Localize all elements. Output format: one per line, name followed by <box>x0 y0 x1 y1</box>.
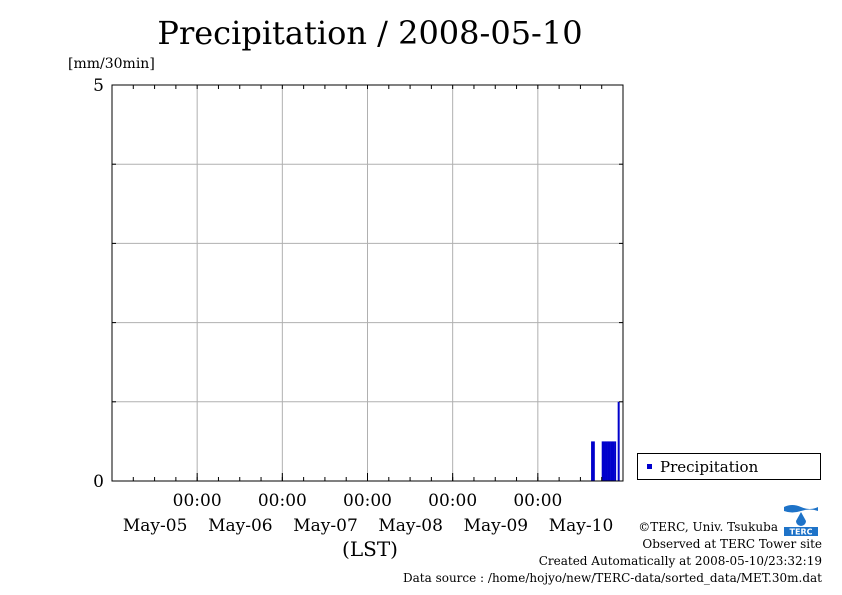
x-tick-time-label: 00:00 <box>513 491 562 511</box>
x-tick-date-label: May-08 <box>378 516 443 536</box>
precipitation-bar <box>617 401 620 481</box>
tick-labels: 0 5 00:00 May-05 00:00 May-06 00:00 May-07 00:00… <box>93 76 613 536</box>
x-tick-date-label: May-10 <box>549 516 614 536</box>
credit-site: Observed at TERC Tower site <box>642 537 822 551</box>
legend-swatch <box>647 464 652 469</box>
precipitation-bar <box>610 441 613 481</box>
credit-source: Data source : /home/hojyo/new/TERC-data/… <box>403 571 822 585</box>
precipitation-bar <box>591 441 594 481</box>
credits: ©TERC, Univ. Tsukuba Observed at TERC To… <box>403 519 822 587</box>
precipitation-bar <box>607 441 610 481</box>
legend-label: Precipitation <box>660 457 759 476</box>
x-tick-date-label: May-07 <box>293 516 358 536</box>
logo-text: TERC <box>790 528 813 537</box>
bars <box>591 401 620 481</box>
y-tick-label: 5 <box>93 76 104 96</box>
x-axis-label: (LST) <box>342 537 398 561</box>
precipitation-bar <box>605 441 608 481</box>
precipitation-bar <box>614 441 617 481</box>
x-tick-time-label: 00:00 <box>343 491 392 511</box>
y-tick-label: 0 <box>93 472 104 492</box>
x-tick-time-label: 00:00 <box>173 491 222 511</box>
precipitation-bar <box>603 441 606 481</box>
ticks <box>111 84 624 482</box>
x-tick-time-label: 00:00 <box>258 491 307 511</box>
x-tick-date-label: May-06 <box>208 516 273 536</box>
x-tick-date-label: May-05 <box>123 516 188 536</box>
x-tick-time-label: 00:00 <box>428 491 477 511</box>
grid-lines <box>112 85 623 481</box>
precipitation-bar <box>608 441 611 481</box>
precipitation-bar <box>592 441 595 481</box>
legend: Precipitation <box>637 453 821 480</box>
precipitation-bar <box>612 441 615 481</box>
credit-created: Created Automatically at 2008-05-10/23:3… <box>538 554 822 568</box>
chart-title: Precipitation / 2008-05-10 <box>157 14 583 52</box>
credit-copyright: ©TERC, Univ. Tsukuba <box>638 520 778 534</box>
y-axis-unit-label: [mm/30min] <box>68 56 155 72</box>
precipitation-bar <box>601 441 604 481</box>
terc-logo-icon: TERC <box>782 503 820 537</box>
x-tick-date-label: May-09 <box>464 516 529 536</box>
